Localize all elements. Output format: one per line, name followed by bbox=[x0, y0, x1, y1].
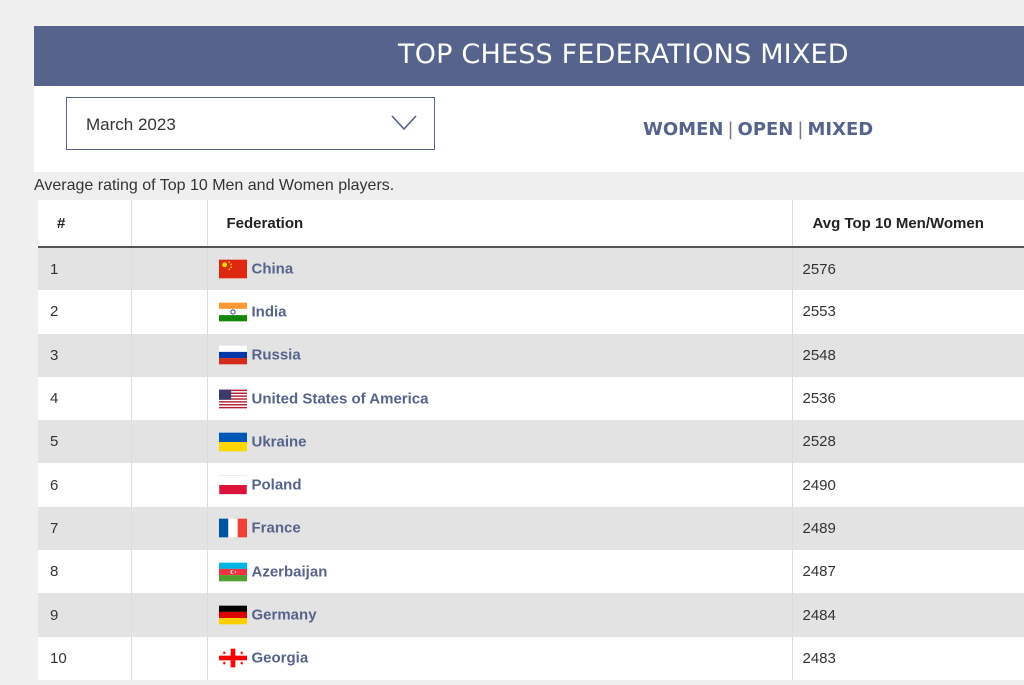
rank-cell: 8 bbox=[38, 550, 131, 594]
france-flag-icon bbox=[218, 519, 247, 538]
avg-cell: 2553 bbox=[791, 290, 1024, 334]
table-row: 9 Germany 2484 bbox=[38, 593, 1024, 637]
category-nav: WOMEN | OPEN | MIXED bbox=[643, 119, 873, 140]
federation-link[interactable]: Germany bbox=[251, 606, 317, 624]
table-row: 1 China 2576 bbox=[38, 247, 1024, 291]
page-header: TOP CHESS FEDERATIONS MIXED bbox=[34, 26, 1024, 86]
nav-mixed-link[interactable]: MIXED bbox=[807, 119, 874, 140]
federations-table: # Federation Avg Top 10 Men/Women 1 Chin… bbox=[38, 200, 1024, 680]
rank-cell: 3 bbox=[38, 333, 131, 377]
usa-flag-icon bbox=[218, 389, 247, 408]
blank-cell bbox=[130, 420, 207, 464]
table-header-row: # Federation Avg Top 10 Men/Women bbox=[38, 200, 1024, 248]
blank-cell bbox=[130, 550, 207, 594]
rank-cell: 10 bbox=[38, 636, 131, 680]
column-header-avg: Avg Top 10 Men/Women bbox=[791, 200, 1024, 248]
federation-link[interactable]: Poland bbox=[251, 476, 302, 494]
federation-cell: China bbox=[206, 247, 792, 291]
period-select[interactable]: March 2023 bbox=[66, 97, 435, 150]
blank-cell bbox=[130, 506, 207, 551]
blank-cell bbox=[130, 636, 207, 680]
table-row: 3 Russia 2548 bbox=[38, 333, 1024, 377]
blank-cell bbox=[130, 463, 207, 507]
azerbaijan-flag-icon bbox=[218, 562, 247, 582]
federation-link[interactable]: India bbox=[251, 303, 287, 321]
federation-cell: Russia bbox=[206, 333, 792, 377]
chevron-down-icon bbox=[391, 115, 417, 131]
controls-bar: March 2023 WOMEN | OPEN | MIXED bbox=[34, 86, 1024, 172]
poland-flag-icon bbox=[218, 475, 247, 495]
rank-cell: 1 bbox=[38, 247, 131, 291]
federation-link[interactable]: Georgia bbox=[251, 649, 309, 667]
table-row: 10 Georgia 2483 bbox=[38, 636, 1024, 680]
table-row: 7 France 2489 bbox=[38, 506, 1024, 551]
table-row: 2 India 2553 bbox=[38, 290, 1024, 334]
nav-open-link[interactable]: OPEN bbox=[737, 119, 794, 140]
rank-cell: 5 bbox=[38, 420, 131, 464]
table-caption: Average rating of Top 10 Men and Women p… bbox=[34, 177, 395, 194]
russia-flag-icon bbox=[218, 345, 247, 365]
nav-women-link[interactable]: WOMEN bbox=[643, 119, 724, 140]
federation-cell: France bbox=[206, 506, 792, 551]
federation-cell: Poland bbox=[206, 463, 792, 507]
blank-cell bbox=[130, 333, 207, 377]
federation-cell: India bbox=[206, 290, 792, 334]
table-row: 4 United States of America 2536 bbox=[38, 376, 1024, 421]
table-row: 6 Poland 2490 bbox=[38, 463, 1024, 507]
avg-cell: 2528 bbox=[791, 420, 1024, 464]
column-header-rank: # bbox=[38, 200, 131, 248]
rank-cell: 7 bbox=[38, 506, 131, 551]
nav-separator: | bbox=[797, 119, 804, 140]
federation-link[interactable]: Russia bbox=[251, 346, 301, 364]
blank-cell bbox=[130, 593, 207, 637]
column-header-federation: Federation bbox=[206, 200, 792, 248]
federation-cell: Ukraine bbox=[206, 420, 792, 464]
rank-cell: 6 bbox=[38, 463, 131, 507]
avg-cell: 2490 bbox=[791, 463, 1024, 507]
avg-cell: 2484 bbox=[791, 593, 1024, 637]
federation-link[interactable]: Azerbaijan bbox=[251, 563, 328, 581]
rank-cell: 4 bbox=[38, 376, 131, 421]
avg-cell: 2536 bbox=[791, 376, 1024, 421]
avg-cell: 2483 bbox=[791, 636, 1024, 680]
table-row: 5 Ukraine 2528 bbox=[38, 420, 1024, 464]
blank-cell bbox=[130, 247, 207, 291]
georgia-flag-icon bbox=[218, 648, 247, 668]
blank-cell bbox=[130, 376, 207, 421]
federation-link[interactable]: France bbox=[251, 519, 301, 537]
avg-cell: 2489 bbox=[791, 506, 1024, 551]
india-flag-icon bbox=[218, 302, 247, 322]
ukraine-flag-icon bbox=[218, 432, 247, 452]
table-row: 8 Azerbaijan 2487 bbox=[38, 550, 1024, 594]
nav-separator: | bbox=[727, 119, 734, 140]
federation-cell: Georgia bbox=[206, 636, 792, 680]
blank-cell bbox=[130, 290, 207, 334]
federation-cell: Azerbaijan bbox=[206, 550, 792, 594]
federation-link[interactable]: Ukraine bbox=[251, 433, 307, 451]
rank-cell: 9 bbox=[38, 593, 131, 637]
page-title: TOP CHESS FEDERATIONS MIXED bbox=[398, 39, 849, 70]
federation-cell: Germany bbox=[206, 593, 792, 637]
rank-cell: 2 bbox=[38, 290, 131, 334]
federation-link[interactable]: United States of America bbox=[251, 390, 429, 408]
period-select-value: March 2023 bbox=[86, 115, 176, 134]
china-flag-icon bbox=[218, 259, 247, 279]
germany-flag-icon bbox=[218, 605, 247, 625]
federation-cell: United States of America bbox=[206, 376, 792, 421]
avg-cell: 2548 bbox=[791, 333, 1024, 377]
avg-cell: 2487 bbox=[791, 550, 1024, 594]
column-header-blank bbox=[130, 200, 207, 248]
federation-link[interactable]: China bbox=[251, 260, 294, 278]
avg-cell: 2576 bbox=[791, 247, 1024, 291]
